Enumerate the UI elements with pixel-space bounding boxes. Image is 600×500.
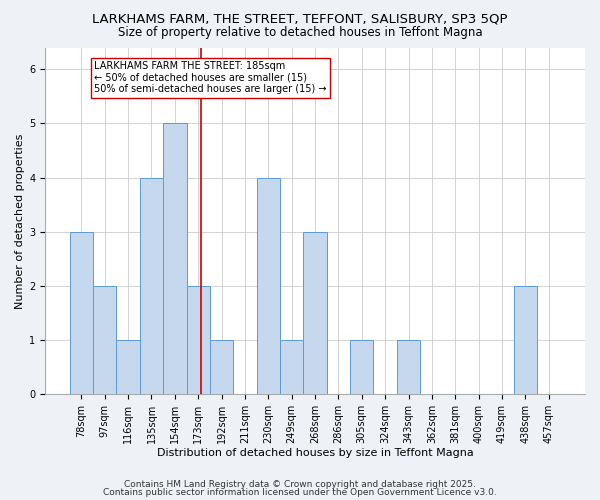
Bar <box>116 340 140 394</box>
Text: Contains public sector information licensed under the Open Government Licence v3: Contains public sector information licen… <box>103 488 497 497</box>
Text: Contains HM Land Registry data © Crown copyright and database right 2025.: Contains HM Land Registry data © Crown c… <box>124 480 476 489</box>
Text: Size of property relative to detached houses in Teffont Magna: Size of property relative to detached ho… <box>118 26 482 39</box>
Bar <box>210 340 233 394</box>
Text: LARKHAMS FARM, THE STREET, TEFFONT, SALISBURY, SP3 5QP: LARKHAMS FARM, THE STREET, TEFFONT, SALI… <box>92 12 508 26</box>
Bar <box>93 286 116 394</box>
X-axis label: Distribution of detached houses by size in Teffont Magna: Distribution of detached houses by size … <box>157 448 473 458</box>
Bar <box>304 232 327 394</box>
Bar <box>280 340 304 394</box>
Bar <box>514 286 537 394</box>
Bar <box>350 340 373 394</box>
Bar <box>397 340 420 394</box>
Bar <box>140 178 163 394</box>
Bar <box>70 232 93 394</box>
Bar <box>187 286 210 394</box>
Text: LARKHAMS FARM THE STREET: 185sqm
← 50% of detached houses are smaller (15)
50% o: LARKHAMS FARM THE STREET: 185sqm ← 50% o… <box>94 61 327 94</box>
Bar <box>257 178 280 394</box>
Bar <box>163 124 187 394</box>
Y-axis label: Number of detached properties: Number of detached properties <box>15 133 25 308</box>
